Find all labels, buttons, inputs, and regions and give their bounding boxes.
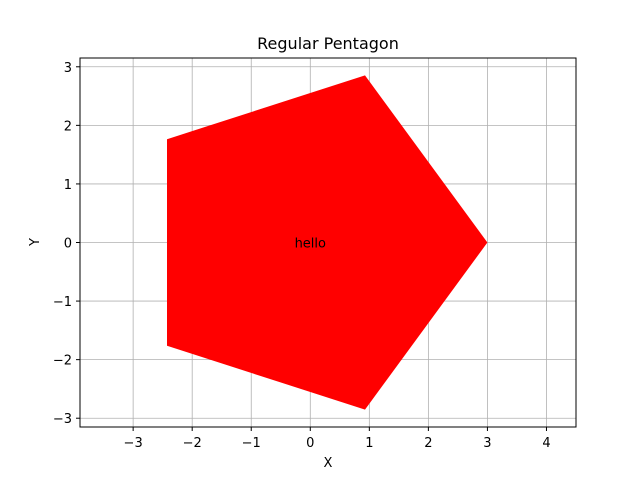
x-tick-label: 2 (424, 436, 432, 451)
x-tick-label: 4 (542, 436, 550, 451)
y-axis-label: Y (28, 238, 43, 247)
ticks: −3 −2 −1 0 1 2 3 4 −3 −2 −1 0 1 2 3 (53, 61, 551, 451)
x-tick-label: 3 (483, 436, 491, 451)
y-tick-label: 3 (64, 61, 72, 76)
pentagon-shape (167, 75, 488, 410)
chart-title: Regular Pentagon (257, 34, 399, 53)
x-tick-label: −1 (242, 436, 261, 451)
y-tick-label: 0 (64, 237, 72, 252)
y-tick-label: 1 (64, 178, 72, 193)
y-tick-label: −1 (53, 295, 72, 310)
y-tick-label: −2 (53, 354, 72, 369)
x-axis-label: X (324, 456, 333, 471)
y-tick-label: 2 (64, 119, 72, 134)
x-tick-label: −3 (124, 436, 143, 451)
annotations: hello (295, 237, 326, 252)
x-tick-label: 0 (306, 436, 314, 451)
x-tick-label: 1 (365, 436, 373, 451)
annotation-label: hello (295, 237, 326, 252)
x-tick-label: −2 (183, 436, 202, 451)
y-tick-label: −3 (53, 412, 72, 427)
